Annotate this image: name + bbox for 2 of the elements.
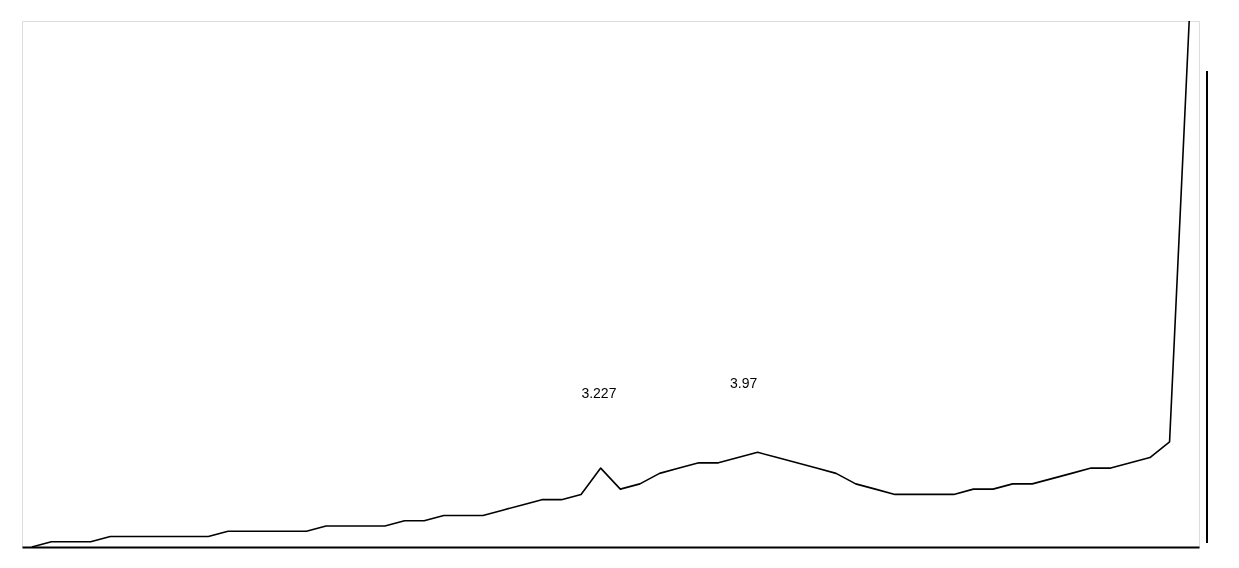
annotation: 3.97 [729,374,758,391]
annotation: 3.227 [581,385,617,402]
